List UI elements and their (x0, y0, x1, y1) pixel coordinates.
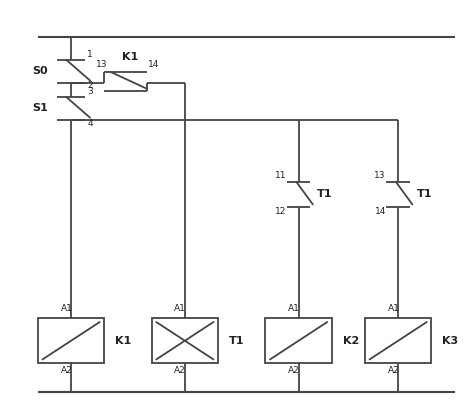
Text: A2: A2 (61, 366, 72, 375)
Text: 12: 12 (275, 207, 286, 216)
Text: 14: 14 (148, 60, 160, 69)
Text: 4: 4 (87, 119, 93, 128)
Text: 3: 3 (87, 87, 93, 96)
Text: 14: 14 (374, 207, 386, 216)
Text: 13: 13 (96, 60, 108, 69)
Bar (38, 318, 104, 363)
Bar (152, 318, 218, 363)
Text: 2: 2 (87, 81, 93, 90)
Text: A2: A2 (288, 366, 300, 375)
Bar (365, 318, 431, 363)
Text: 13: 13 (374, 171, 386, 180)
Text: S0: S0 (33, 66, 48, 76)
Text: A1: A1 (174, 304, 186, 313)
Text: T1: T1 (229, 336, 245, 346)
Text: 11: 11 (275, 171, 286, 180)
Text: 1: 1 (87, 50, 93, 59)
Text: T1: T1 (317, 189, 332, 199)
Text: A1: A1 (288, 304, 300, 313)
Text: K2: K2 (343, 336, 359, 346)
Text: K1: K1 (115, 336, 131, 346)
Text: A1: A1 (387, 304, 400, 313)
Text: A1: A1 (60, 304, 73, 313)
Text: A2: A2 (388, 366, 399, 375)
Text: K1: K1 (122, 52, 138, 62)
Bar (265, 318, 332, 363)
Text: S1: S1 (32, 103, 48, 114)
Text: T1: T1 (417, 189, 432, 199)
Text: K3: K3 (442, 336, 458, 346)
Text: A2: A2 (174, 366, 186, 375)
